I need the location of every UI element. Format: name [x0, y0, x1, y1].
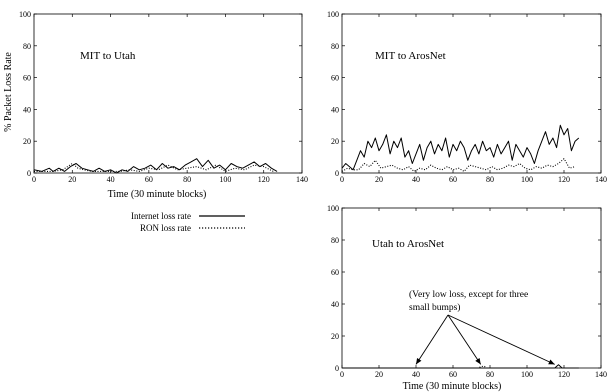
x-tick-label: 140 [296, 175, 308, 184]
x-tick-label: 20 [68, 175, 76, 184]
y-tick-label: 0 [335, 169, 339, 178]
x-tick-label: 40 [412, 370, 420, 379]
y-axis-label: % Packet Loss Rate [3, 52, 14, 132]
x-tick-label: 80 [183, 175, 191, 184]
series-line-ron [34, 162, 274, 172]
x-tick-label: 100 [219, 175, 231, 184]
y-tick-label: 40 [331, 300, 339, 309]
y-tick-label: 80 [331, 42, 339, 51]
x-axis-label: Time (30 minute blocks) [403, 381, 502, 392]
annotation-arrowhead [548, 359, 555, 365]
chart-mit-to-utah: % Packet Loss Rate Time (30 minute block… [3, 10, 308, 200]
x-tick-label: 120 [558, 370, 570, 379]
x-tick-label: 100 [521, 370, 533, 379]
y-tick-label: 80 [23, 42, 31, 51]
y-tick-label: 60 [331, 74, 339, 83]
x-tick-label: 60 [145, 175, 153, 184]
y-tick-label: 20 [331, 332, 339, 341]
plot-title: MIT to Utah [80, 50, 136, 62]
y-tick-label: 100 [327, 204, 339, 213]
y-tick-label: 60 [331, 268, 339, 277]
y-tick-label: 0 [335, 364, 339, 373]
x-tick-label: 80 [486, 175, 494, 184]
y-tick-label: 20 [331, 137, 339, 146]
x-tick-label: 80 [486, 370, 494, 379]
y-tick-label: 100 [327, 10, 339, 19]
x-tick-label: 100 [521, 175, 533, 184]
plot-frame [33, 13, 303, 174]
series-line-internet [342, 364, 579, 369]
annotation-arrowhead [475, 357, 481, 365]
x-tick-label: 120 [258, 175, 270, 184]
x-tick-label: 0 [32, 175, 36, 184]
y-tick-label: 100 [19, 10, 31, 19]
x-tick-label: 20 [375, 370, 383, 379]
x-tick-label: 140 [595, 370, 607, 379]
y-tick-label: 0 [27, 169, 31, 178]
plot-frame [341, 13, 602, 174]
x-tick-label: 20 [375, 175, 383, 184]
chart-mit-to-arosnet: MIT to ArosNet 0 20 40 60 80 100 120 140 0 20 40 60… [327, 10, 607, 184]
plot-frame [341, 207, 602, 369]
y-tick-label: 60 [23, 74, 31, 83]
annotation-arrow [447, 314, 482, 365]
legend-label-ron: RON loss rate [140, 223, 191, 233]
legend-label-internet: Internet loss rate [131, 211, 191, 221]
series-line-ron [342, 365, 579, 369]
x-tick-label: 60 [449, 370, 457, 379]
x-tick-label: 40 [412, 175, 420, 184]
x-tick-label: 140 [595, 175, 607, 184]
x-tick-label: 120 [558, 175, 570, 184]
annotation-arrow [447, 314, 555, 365]
series-line-internet [341, 124, 580, 171]
annotation-line-1: (Very low loss, except for three [409, 289, 528, 300]
y-tick-label: 80 [331, 236, 339, 245]
plot-title: MIT to ArosNet [375, 50, 446, 62]
series-line-internet [33, 158, 278, 174]
x-axis-label: Time (30 minute blocks) [108, 189, 207, 200]
annotation-line-2: small bumps) [409, 302, 460, 313]
annotation-arrow [415, 314, 449, 365]
x-tick-label: 0 [340, 175, 344, 184]
x-tick-label: 0 [340, 370, 344, 379]
y-tick-label: 40 [331, 105, 339, 114]
plot-title: Utah to ArosNet [372, 238, 444, 250]
annotation-arrowhead [416, 357, 422, 365]
x-tick-label: 60 [449, 175, 457, 184]
y-tick-label: 40 [23, 105, 31, 114]
x-tick-label: 40 [107, 175, 115, 184]
legend: Internet loss rate RON loss rate [131, 211, 245, 233]
series-line-ron [341, 158, 576, 172]
chart-utah-to-arosnet: Time (30 minute blocks) Utah to ArosNet … [327, 204, 607, 392]
y-tick-label: 20 [23, 137, 31, 146]
